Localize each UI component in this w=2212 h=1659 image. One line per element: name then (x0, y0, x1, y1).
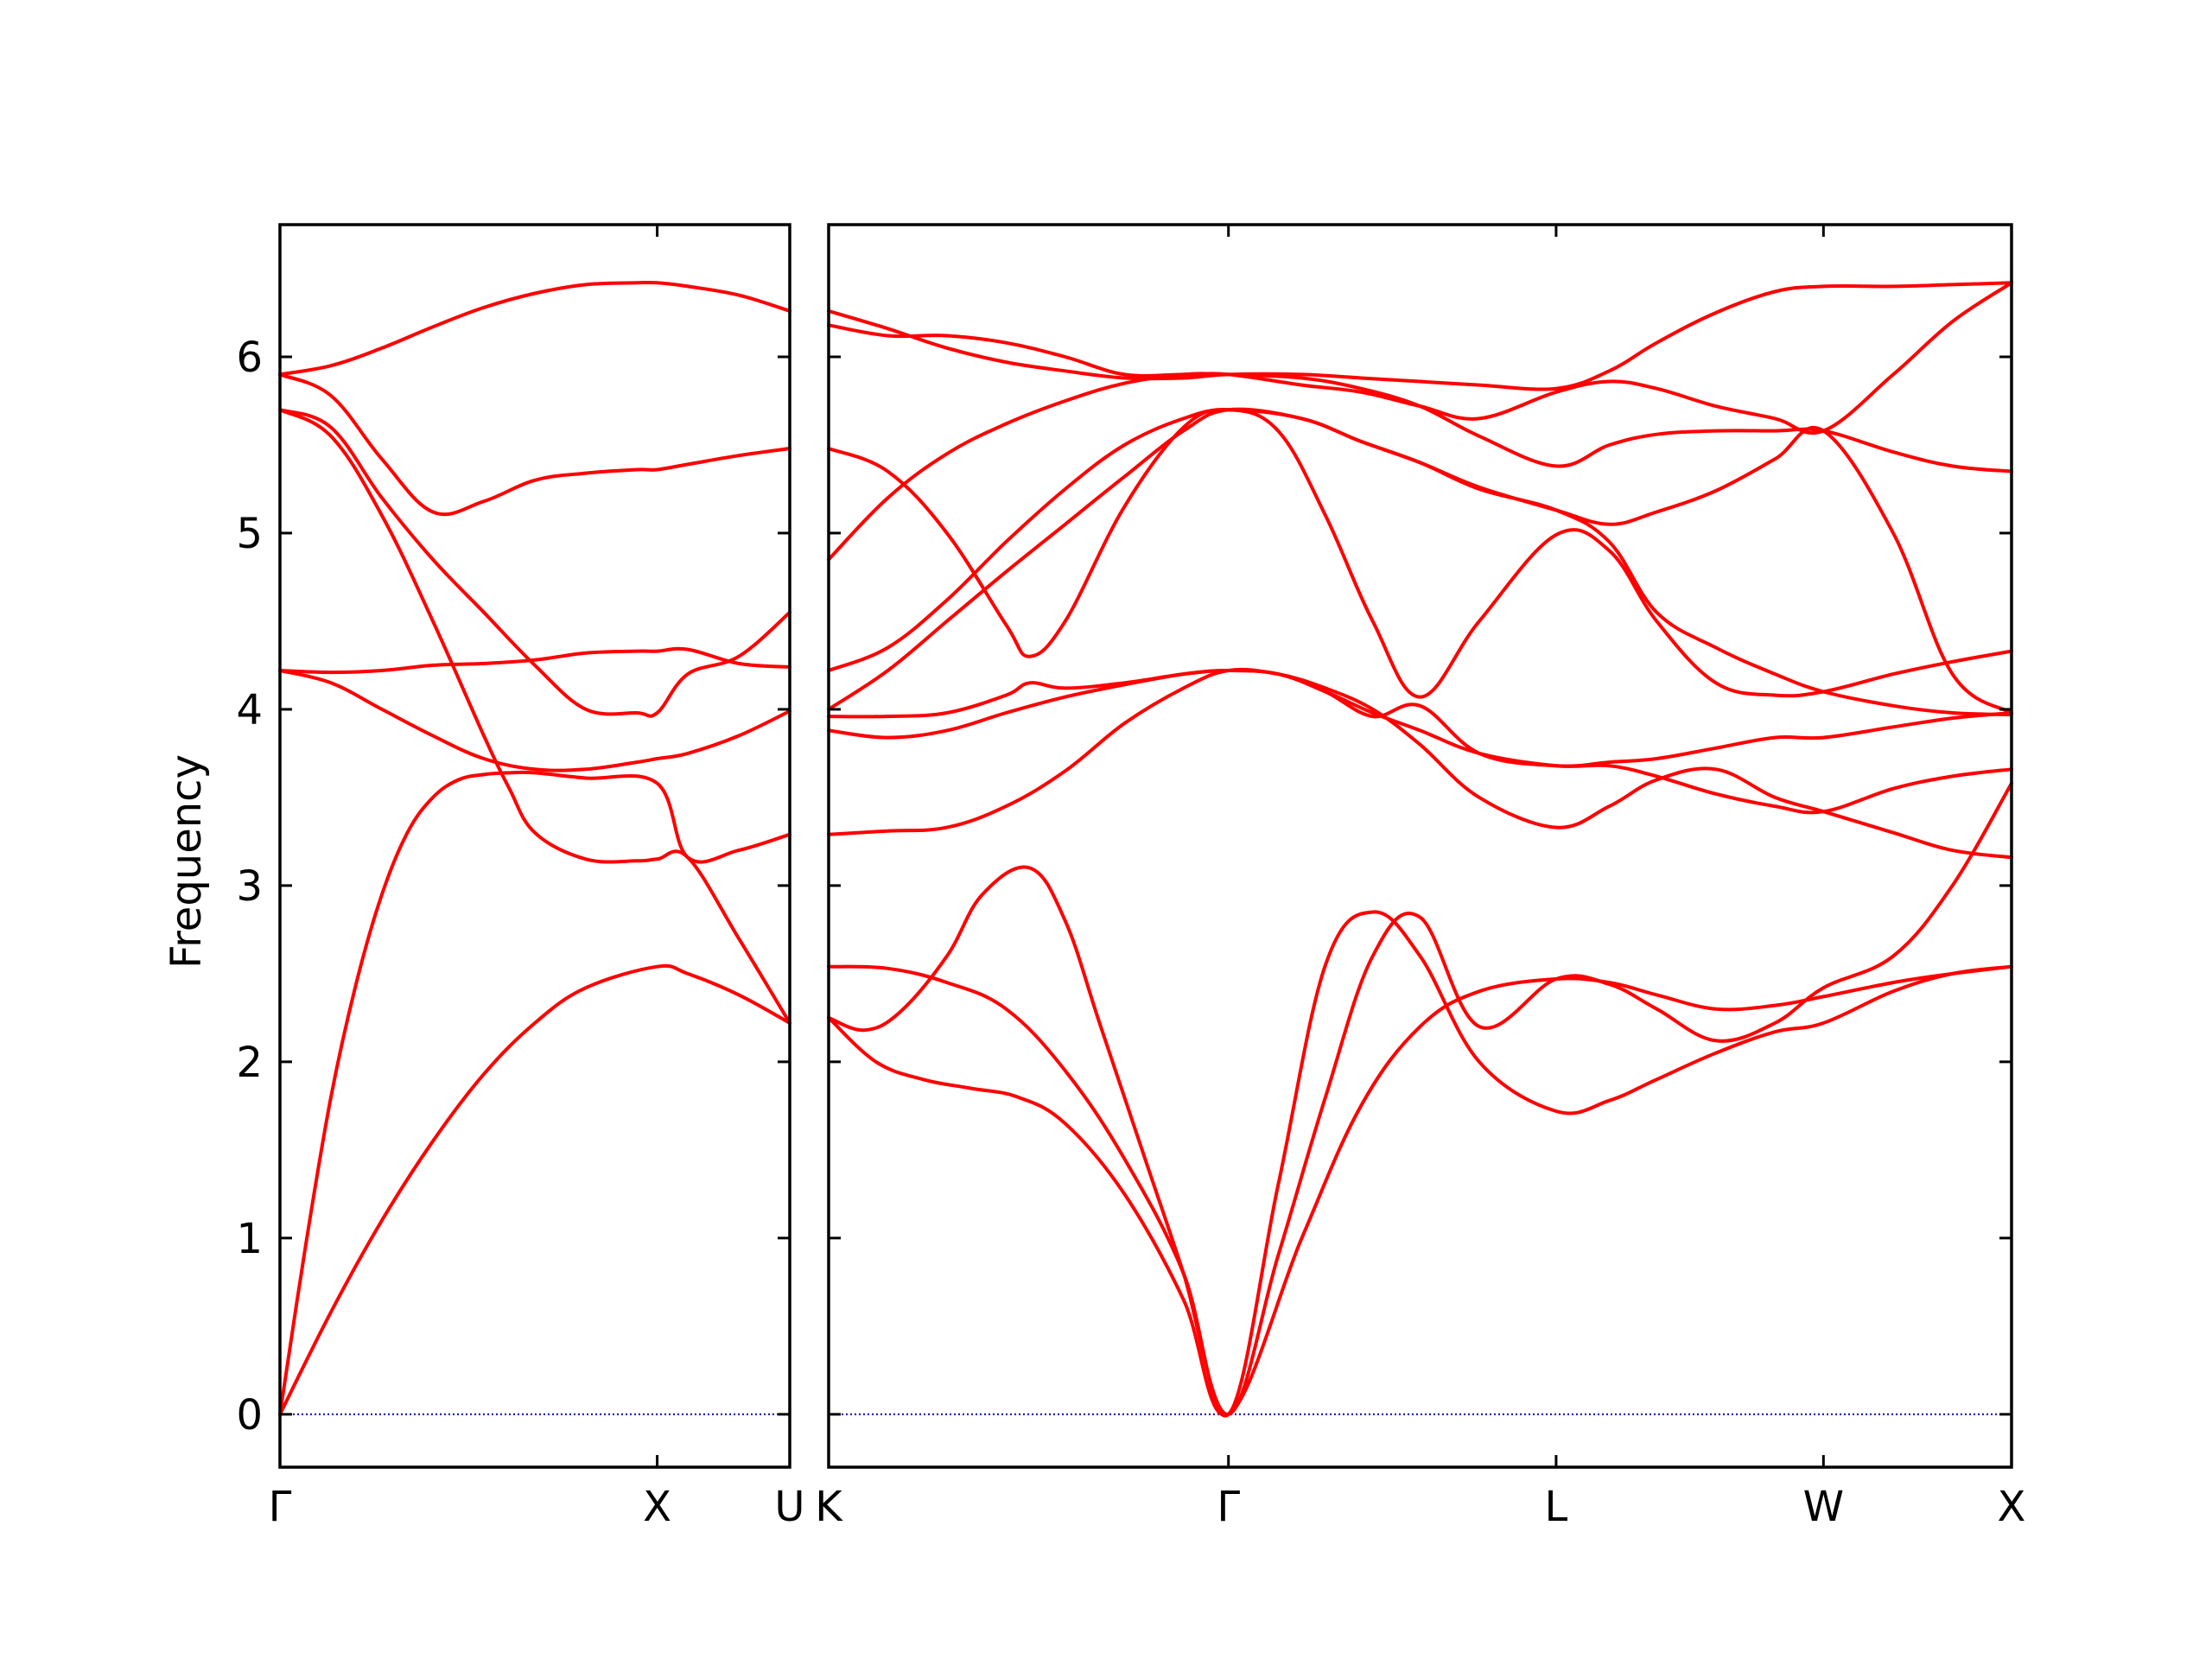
plot-frame (827, 223, 2013, 1469)
band-line-6 (278, 408, 791, 718)
band-line-1 (827, 964, 2013, 1417)
band-line-2 (278, 770, 791, 1416)
y-tick-label: 2 (236, 1039, 263, 1087)
band-line-3 (827, 781, 2013, 1416)
band-line-9 (827, 408, 2013, 716)
x-tick-label: Γ (269, 1483, 292, 1531)
panels-layer: 0 1 2 3 4 5 6 Γ X U K Γ L W X (236, 223, 2026, 1531)
y-tick-label: 6 (236, 334, 263, 382)
band-line-10 (827, 372, 2013, 562)
x-tick-label: U (774, 1483, 804, 1531)
y-axis-label: Frequency (162, 754, 211, 969)
band-line-8 (827, 407, 2013, 715)
band-line-5 (827, 668, 2013, 815)
band-line-2 (827, 910, 2013, 1418)
band-line-12 (827, 281, 2013, 391)
band-line-1 (278, 963, 791, 1416)
band-line-6 (827, 668, 2013, 768)
y-tick-label: 4 (236, 686, 263, 734)
x-tick-label: K (815, 1483, 843, 1531)
y-tick-label: 3 (236, 862, 263, 911)
x-tick-label: W (1803, 1483, 1844, 1531)
y-tick-label: 0 (236, 1391, 263, 1440)
x-tick-label: L (1545, 1483, 1568, 1531)
band-line-4 (827, 667, 2013, 860)
x-tick-label: X (1998, 1483, 2026, 1531)
x-tick-label: Γ (1217, 1483, 1240, 1531)
band-line-7 (827, 408, 2013, 699)
x-tick-label: X (643, 1483, 671, 1531)
plot-frame (278, 223, 791, 1469)
band-line-5 (278, 646, 791, 675)
y-tick-label: 1 (236, 1215, 263, 1263)
band-line-3 (278, 408, 791, 1025)
y-tick-label: 5 (236, 510, 263, 558)
panel-1: 0 1 2 3 4 5 6 Γ X U (236, 223, 805, 1531)
band-line-8 (278, 280, 791, 377)
band-line-4 (278, 669, 791, 772)
band-line-11 (827, 281, 2013, 435)
band-line-7 (278, 372, 791, 517)
